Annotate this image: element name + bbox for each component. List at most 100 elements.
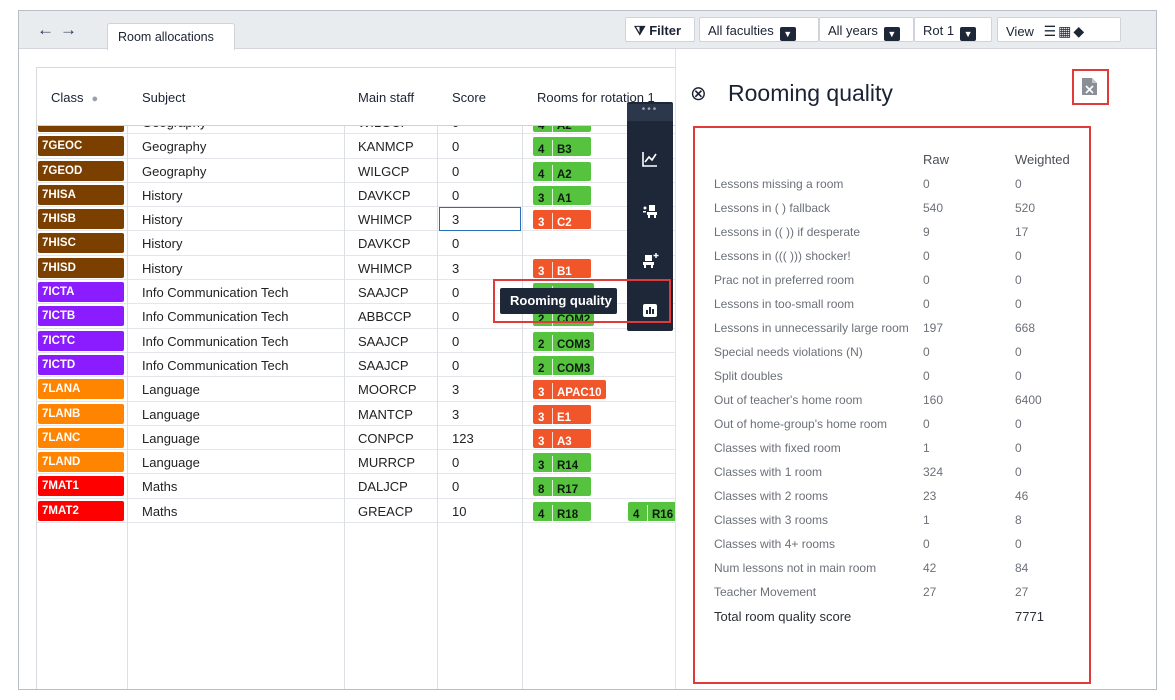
years-label: All years — [828, 23, 878, 38]
score-cell[interactable]: 0 — [452, 285, 460, 301]
highlight-box — [493, 279, 671, 323]
score-cell[interactable]: 3 — [452, 382, 460, 398]
quality-weighted: 8 — [1015, 513, 1022, 527]
room-chip[interactable]: 4 R16 — [628, 501, 678, 524]
room-chip[interactable]: 3 R14 — [533, 453, 591, 476]
header-subject[interactable]: Subject — [142, 90, 186, 105]
close-icon[interactable]: ⊗ — [690, 83, 707, 105]
class-badge: 7GEOC — [38, 136, 124, 157]
quality-weighted: 0 — [1015, 273, 1022, 287]
quality-weighted: 0 — [1015, 537, 1022, 551]
subject-cell: History — [142, 187, 183, 203]
table-row[interactable]: 7LANA Language MOORCP 3 3 APAC10 — [37, 377, 680, 403]
score-cell[interactable]: 3 — [439, 207, 521, 232]
more-dots-icon[interactable]: ••• — [627, 104, 673, 121]
room-chip[interactable]: 4 A2 — [533, 161, 591, 184]
seat-people-icon[interactable] — [640, 202, 660, 222]
header-score[interactable]: Score — [452, 90, 486, 105]
room-chip[interactable]: 4 R18 — [533, 501, 591, 524]
tab-room-allocations[interactable]: Room allocations — [107, 23, 235, 50]
quality-label: Classes with 3 rooms — [714, 513, 829, 527]
score-cell[interactable]: 0 — [452, 139, 460, 155]
room-chip[interactable]: 4 B3 — [533, 137, 591, 160]
room-chip[interactable]: 8 R17 — [533, 477, 591, 500]
table-row[interactable]: 7HISA History DAVKCP 0 3 A1 — [37, 183, 680, 208]
staff-cell: SAAJCP — [358, 333, 409, 349]
sort-icon[interactable]: ● — [91, 93, 99, 105]
rooming-quality-icon[interactable] — [640, 302, 660, 322]
table-row[interactable]: 7GEOC Geography KANMCP 0 4 B3 — [37, 134, 680, 160]
quality-weighted: 0 — [1015, 249, 1022, 263]
rotation-dropdown[interactable]: Rot 1 ▼ — [914, 17, 992, 42]
quality-label: Out of home-group's home room — [714, 417, 888, 431]
staff-cell: DAVKCP — [358, 187, 411, 203]
score-cell[interactable]: 0 — [452, 455, 460, 471]
staff-cell: WHIMCP — [358, 260, 413, 276]
score-cell[interactable]: 0 — [452, 236, 460, 252]
faculties-dropdown[interactable]: All faculties ▼ — [699, 17, 819, 42]
funnel-icon: ⧩ — [634, 23, 646, 38]
list-view-icon[interactable]: ☰ — [1043, 23, 1059, 39]
score-cell[interactable]: 0 — [452, 357, 460, 373]
staff-cell: GREACP — [358, 503, 413, 519]
view-controls: View ☰▦◆ — [997, 17, 1121, 42]
quality-weighted: 668 — [1015, 321, 1036, 335]
room-chip[interactable]: 3 A1 — [533, 185, 591, 208]
room-chip[interactable]: 3 B1 — [533, 258, 591, 281]
years-dropdown[interactable]: All years ▼ — [819, 17, 914, 42]
score-cell[interactable]: 10 — [452, 503, 467, 519]
column-divider — [522, 68, 523, 689]
chart-trend-icon[interactable] — [640, 150, 660, 170]
room-chip[interactable]: 3 C2 — [533, 210, 591, 233]
score-cell[interactable]: 0 — [452, 309, 460, 325]
room-chip[interactable]: 3 E1 — [533, 404, 591, 427]
table-row[interactable]: 7ICTC Info Communication Tech SAAJCP 0 2 COM3 — [37, 329, 680, 354]
header-class[interactable]: Class ● — [51, 90, 99, 105]
score-cell[interactable]: 0 — [452, 163, 460, 179]
staff-cell: MANTCP — [358, 406, 413, 422]
table-row[interactable]: 7MAT1 Maths DALJCP 0 8 R17 — [37, 474, 680, 500]
table-row[interactable]: 7HISB History WHIMCP 3 3 C2 — [37, 207, 680, 233]
room-chip[interactable]: 3 A3 — [533, 428, 591, 451]
room-chip[interactable]: 3 APAC10 — [533, 380, 606, 403]
table-row[interactable]: 7LAND Language MURRCP 0 3 R14 — [37, 450, 680, 476]
class-badge: 7HISC — [38, 233, 124, 254]
table-row[interactable]: 7HISD History WHIMCP 3 3 B1 — [37, 256, 680, 281]
score-cell[interactable]: 0 — [452, 333, 460, 349]
table-row[interactable]: 7ICTD Info Communication Tech SAAJCP 0 2 COM3 — [37, 353, 680, 378]
quality-raw: 0 — [923, 369, 930, 383]
score-cell[interactable]: 3 — [452, 406, 460, 422]
table-row[interactable]: 7MAT2 Maths GREACP 10 4 R18 4 R16 — [37, 499, 680, 524]
quality-label: Special needs violations (N) — [714, 345, 863, 359]
quality-weighted: 520 — [1015, 201, 1036, 215]
table-row[interactable]: 7GEOD Geography WILGCP 0 4 A2 — [37, 159, 680, 184]
quality-rows: Lessons missing a room 0 0 Lessons in ( ) f… — [714, 172, 1084, 628]
filter-button[interactable]: ⧩ Filter — [625, 17, 695, 42]
export-file-icon[interactable] — [1081, 77, 1098, 96]
forward-arrow-icon[interactable]: → — [60, 20, 83, 39]
quality-raw: 42 — [923, 561, 937, 575]
help-diamond-icon[interactable]: ◆ — [1073, 23, 1087, 39]
back-arrow-icon[interactable]: ← — [37, 20, 60, 39]
quality-label: Classes with 1 room — [714, 465, 823, 479]
score-cell[interactable]: 0 — [452, 479, 460, 495]
quality-raw: 23 — [923, 489, 937, 503]
add-seat-icon[interactable] — [640, 252, 660, 272]
staff-cell: DALJCP — [358, 479, 408, 495]
score-cell[interactable]: 3 — [452, 260, 460, 276]
score-cell[interactable]: 0 — [452, 187, 460, 203]
quality-row: Classes with 3 rooms 1 8 — [714, 508, 1084, 532]
header-main-staff[interactable]: Main staff — [358, 90, 415, 105]
subject-cell: Language — [142, 406, 200, 422]
table-view-icon[interactable]: ▦ — [1058, 23, 1074, 39]
table-row[interactable]: 7LANB Language MANTCP 3 3 E1 — [37, 402, 680, 427]
header-rooms[interactable]: Rooms for rotation 1 — [537, 90, 655, 105]
column-weighted: Weighted — [1015, 152, 1070, 167]
chevron-down-icon: ▼ — [960, 27, 977, 41]
table-row[interactable]: 7LANC Language CONPCP 123 3 A3 — [37, 426, 680, 451]
table-row[interactable]: 7HISC History DAVKCP 0 — [37, 231, 680, 256]
score-cell[interactable]: 123 — [452, 430, 474, 446]
quality-weighted: 84 — [1015, 561, 1029, 575]
